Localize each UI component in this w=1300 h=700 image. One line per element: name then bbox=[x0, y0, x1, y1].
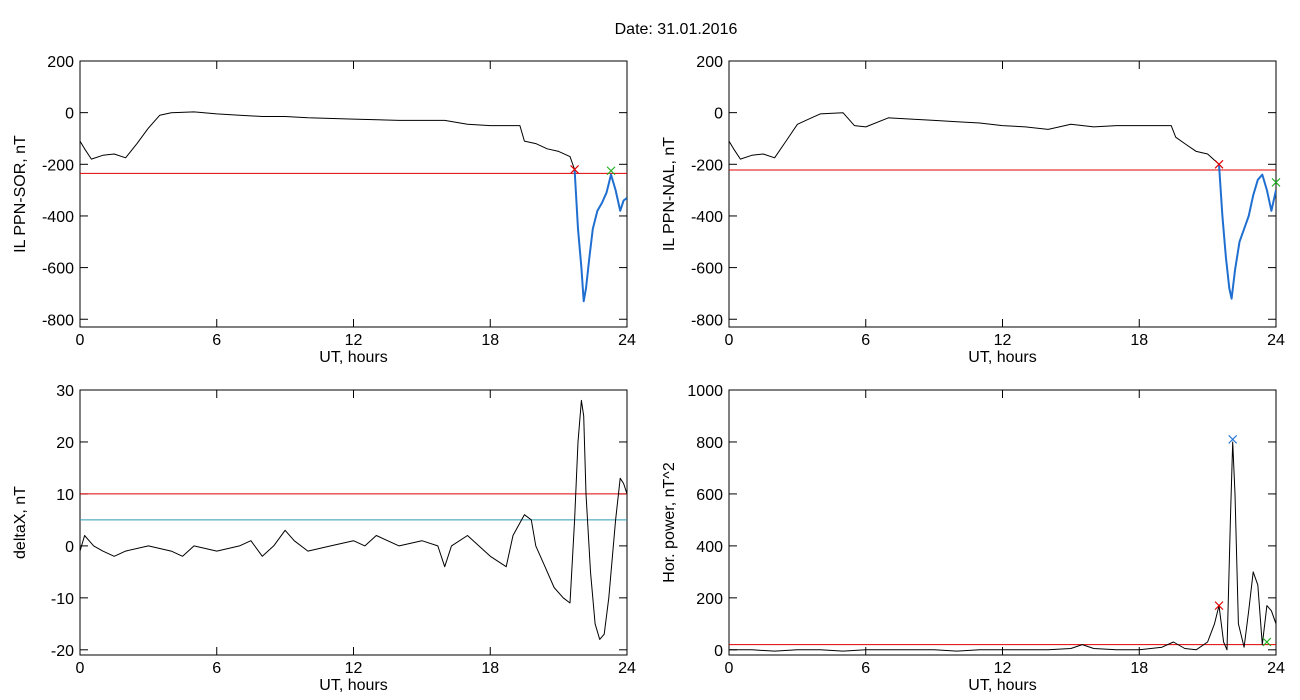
event-marker bbox=[606, 166, 616, 176]
y-tick-label: 200 bbox=[696, 591, 723, 608]
y-tick-label: 10 bbox=[56, 487, 74, 504]
series-line-1 bbox=[80, 399, 627, 640]
chart-panel-3: 0 6 12 18 24 -20 -10 0 10 20 30 UT, hours deltaX, nT bbox=[12, 383, 636, 694]
x-tick-label: 6 bbox=[212, 332, 221, 349]
figure-title: Date: 31.01.2016 bbox=[615, 21, 738, 38]
x-tick-label: 18 bbox=[481, 660, 499, 677]
y-tick-label: -600 bbox=[691, 261, 723, 278]
x-tick-label: 12 bbox=[345, 660, 363, 677]
y-tick-label: -10 bbox=[51, 591, 74, 608]
x-tick-label: 24 bbox=[1267, 660, 1285, 677]
plot-frame bbox=[79, 389, 628, 656]
x-axis-label: UT, hours bbox=[319, 677, 387, 694]
y-tick-label: 200 bbox=[47, 54, 74, 71]
series-line-1 bbox=[80, 111, 576, 170]
y-tick-label: -400 bbox=[691, 209, 723, 226]
y-tick-label: 200 bbox=[696, 54, 723, 71]
plot-data bbox=[80, 111, 627, 303]
x-tick-label: 12 bbox=[994, 332, 1012, 349]
x-tick-label: 18 bbox=[481, 332, 499, 349]
x-axis-label: UT, hours bbox=[319, 349, 387, 366]
x-tick-label: 12 bbox=[994, 660, 1012, 677]
x-tick-label: 6 bbox=[212, 660, 221, 677]
marker-stroke bbox=[1271, 177, 1281, 187]
x-tick-label: 18 bbox=[1130, 332, 1148, 349]
y-tick-label: 0 bbox=[714, 643, 723, 660]
marker-stroke bbox=[1214, 159, 1224, 169]
x-tick-label: 12 bbox=[345, 332, 363, 349]
x-tick-label: 0 bbox=[76, 660, 85, 677]
x-axis-label: UT, hours bbox=[968, 349, 1036, 366]
y-axis-label: Hor. power, nT^2 bbox=[661, 462, 678, 583]
x-tick-label: 24 bbox=[618, 660, 636, 677]
y-tick-label: 0 bbox=[65, 539, 74, 556]
y-tick-label: 400 bbox=[696, 539, 723, 556]
chart-panel-1: 0 6 12 18 24 -800 -600 -400 -200 0 200 UT, hours IL … bbox=[12, 54, 636, 366]
chart-panel-4: 0 6 12 18 24 0 200 400 600 800 1000 UT, hours Hor. p… bbox=[661, 383, 1285, 694]
x-tick-label: 24 bbox=[618, 332, 636, 349]
y-tick-label: -800 bbox=[42, 312, 74, 329]
series-line-2 bbox=[1218, 164, 1276, 300]
y-tick-label: -20 bbox=[51, 643, 74, 660]
x-tick-label: 0 bbox=[725, 332, 734, 349]
x-tick-label: 6 bbox=[861, 660, 870, 677]
x-tick-label: 0 bbox=[76, 332, 85, 349]
x-tick-label: 0 bbox=[725, 660, 734, 677]
event-marker bbox=[1214, 159, 1224, 169]
y-tick-label: -400 bbox=[42, 209, 74, 226]
y-tick-label: 800 bbox=[696, 435, 723, 452]
y-tick-label: -200 bbox=[691, 157, 723, 174]
marker-stroke bbox=[606, 166, 616, 176]
y-tick-label: 30 bbox=[56, 383, 74, 400]
plot-frame bbox=[79, 60, 628, 328]
y-axis-label: IL PPN-SOR, nT bbox=[12, 135, 29, 253]
series-line-1 bbox=[729, 441, 1276, 652]
plot-frame bbox=[728, 389, 1277, 656]
x-tick-label: 18 bbox=[1130, 660, 1148, 677]
y-tick-label: -600 bbox=[42, 261, 74, 278]
marker-stroke bbox=[1214, 601, 1224, 611]
event-marker bbox=[1228, 434, 1238, 444]
x-tick-label: 6 bbox=[861, 332, 870, 349]
chart-panel-2: 0 6 12 18 24 -800 -600 -400 -200 0 200 UT, hours IL … bbox=[661, 54, 1285, 366]
y-tick-label: -800 bbox=[691, 312, 723, 329]
y-tick-label: 0 bbox=[65, 106, 74, 123]
event-marker bbox=[570, 165, 580, 174]
series-line-1 bbox=[729, 112, 1220, 165]
y-tick-label: 0 bbox=[714, 106, 723, 123]
event-marker bbox=[1262, 637, 1272, 647]
marker-stroke bbox=[570, 165, 580, 174]
x-tick-label: 24 bbox=[1267, 332, 1285, 349]
y-tick-label: 1000 bbox=[687, 383, 723, 400]
marker-stroke bbox=[1262, 637, 1272, 647]
y-tick-label: 600 bbox=[696, 487, 723, 504]
marker-stroke bbox=[1228, 434, 1238, 444]
plot-data bbox=[80, 399, 627, 640]
plot-data bbox=[729, 112, 1276, 300]
y-axis-label: IL PPN-NAL, nT bbox=[661, 137, 678, 251]
event-marker bbox=[1271, 177, 1281, 187]
y-tick-label: 20 bbox=[56, 435, 74, 452]
y-tick-label: -200 bbox=[42, 157, 74, 174]
plot-data bbox=[729, 441, 1276, 652]
y-axis-label: deltaX, nT bbox=[12, 486, 29, 559]
plot-frame bbox=[728, 60, 1277, 328]
series-line-2 bbox=[573, 169, 627, 303]
event-marker bbox=[1214, 601, 1224, 611]
x-axis-label: UT, hours bbox=[968, 677, 1036, 694]
